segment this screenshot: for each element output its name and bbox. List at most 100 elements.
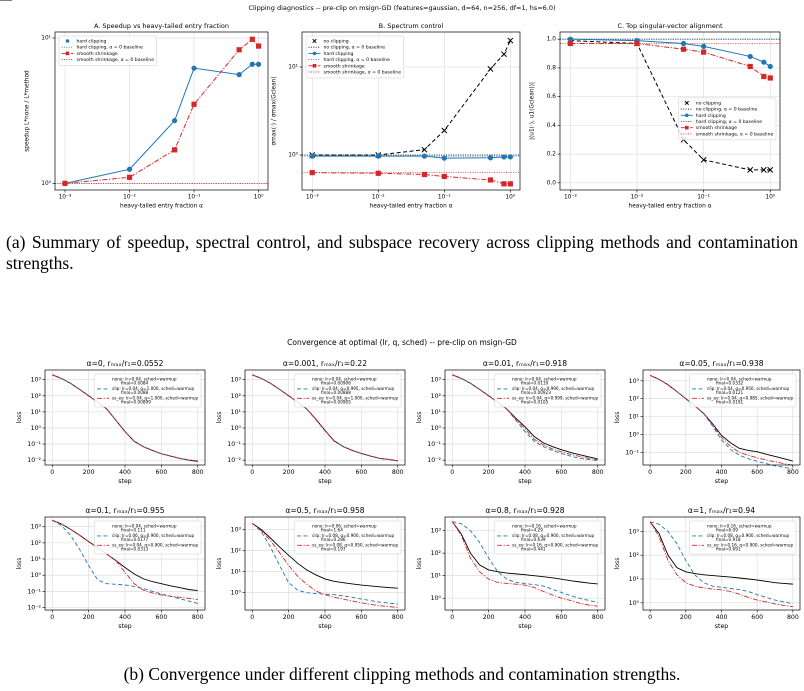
y-axis-label: loss <box>614 412 621 424</box>
x-tick-label: 800 <box>392 614 404 621</box>
marker <box>767 166 774 173</box>
x-tick-label: 0 <box>450 469 454 476</box>
series-line <box>52 519 198 604</box>
legend-note: final=0.918 <box>716 537 741 542</box>
legend-label: clip: lr=0.06, q=0.900, sched=warmup <box>112 533 194 538</box>
series-line <box>312 172 511 185</box>
marker <box>487 155 494 161</box>
legend-label: none: lr=0.16, sched=warmup <box>512 524 577 529</box>
y-tick-label: 10¹ <box>31 409 42 416</box>
plot-frame <box>44 369 206 466</box>
x-tick-label: 0 <box>250 614 254 621</box>
legend-note: final=0.0119 <box>521 381 549 386</box>
legend-label: hard clipping <box>324 51 354 57</box>
x-tick-label: 400 <box>716 614 728 621</box>
legend-box <box>94 520 202 555</box>
x-tick-label: 600 <box>155 469 167 476</box>
x-tick-label: 10⁰ <box>254 194 264 201</box>
legend-note: final=0.691 <box>716 547 741 552</box>
x-tick-label: 400 <box>716 469 728 476</box>
legend: none: lr=0.16, sched=warmupfinal=6.09cli… <box>692 524 794 552</box>
chart-title: C. Top singular-vector alignment <box>617 22 722 30</box>
x-tick-label: 800 <box>592 469 604 476</box>
legend-label: hard clipping, α = 0 baseline <box>696 119 762 125</box>
y-tick-label: 10¹ <box>31 556 42 563</box>
legend-box <box>494 373 602 408</box>
legend-box <box>94 373 202 408</box>
x-tick-label: 800 <box>592 614 604 621</box>
chart-title: α=0.05, rₘₐₓ/r₁=0.938 <box>679 359 763 368</box>
x-tick-label: 800 <box>392 469 404 476</box>
legend-note: final=0.0088 <box>121 390 149 395</box>
x-tick-label: 200 <box>83 614 95 621</box>
series-line <box>452 521 598 604</box>
marker <box>701 43 707 49</box>
plot-frame <box>54 31 269 191</box>
x-tick-label: 400 <box>519 469 531 476</box>
plot-frame <box>444 516 606 611</box>
y-tick-label: 10³ <box>629 528 640 535</box>
x-axis-label: step <box>118 623 131 630</box>
y-tick-label: 10¹ <box>431 409 442 416</box>
y-tick-label: 10³ <box>431 528 442 535</box>
legend-label: ss_ev: lr=0.04, q=1.000, sched=warmup <box>112 395 198 400</box>
legend-note: final=6.09 <box>716 528 738 533</box>
marker <box>487 177 494 183</box>
plot-frame <box>44 516 206 611</box>
y-axis-label: loss <box>16 558 23 570</box>
chart-title: α=0.5, rₘₐₓ/r₁=0.958 <box>285 506 364 515</box>
y-axis-label: speedup L*none / L*method <box>25 70 31 152</box>
chart-title: α=0.001, rₘₐₓ/r₁=0.22 <box>283 359 367 368</box>
series-line <box>452 374 598 462</box>
x-tick-label: 200 <box>680 469 692 476</box>
legend-note: final=0.0177 <box>121 537 149 542</box>
marker <box>309 170 315 176</box>
legend-label: ss_ev: lr=0.04, q=0.985, sched=warmup <box>707 395 793 400</box>
legend-label: none: lr=0.04, sched=warmup <box>312 377 377 382</box>
x-tick-label: 10⁻¹ <box>438 194 451 201</box>
series-line <box>649 521 793 585</box>
legend-note: final=0.639 <box>521 537 546 542</box>
y-axis-label: loss <box>216 558 223 570</box>
legend-label: none: lr=0.04, sched=warmup <box>512 377 577 382</box>
x-axis-label: step <box>318 478 331 485</box>
marker <box>441 173 447 180</box>
y-tick-label: 10³ <box>231 377 242 384</box>
legend-label: smooth shrinkage, α = 0 baseline <box>324 70 402 76</box>
y-tick-label: 10⁰ <box>629 432 640 439</box>
marker <box>236 72 242 78</box>
y-tick-label: 0.8 <box>547 65 557 71</box>
marker <box>680 46 687 52</box>
marker <box>191 65 197 71</box>
y-tick-label: 10² <box>629 552 640 559</box>
y-tick-label: 10⁰ <box>31 572 42 579</box>
legend: none: lr=0.04, sched=warmupfinal=0.111cl… <box>97 524 199 552</box>
legend-note: final=0.0191 <box>716 400 744 405</box>
marker <box>126 166 133 172</box>
legend-label: smooth shrinkage <box>696 125 737 131</box>
series-line <box>452 374 598 461</box>
marker <box>567 40 573 47</box>
y-tick-label: 10⁰ <box>431 425 442 432</box>
y-tick-label: 0.2 <box>547 152 557 158</box>
marker <box>312 64 317 68</box>
x-tick-label: 200 <box>483 469 495 476</box>
legend-note: final=0.00888 <box>321 390 351 395</box>
x-tick-label: 0 <box>50 469 54 476</box>
y-tick-label: 10⁻² <box>227 457 241 464</box>
marker <box>249 61 255 67</box>
legend-note: final=0.00906 <box>321 381 351 386</box>
marker <box>309 153 315 159</box>
y-axis-label: loss <box>416 412 423 424</box>
x-tick-label: 10⁻² <box>123 194 136 201</box>
legend-box <box>678 97 777 141</box>
legend-note: final=0.0332 <box>716 381 744 386</box>
y-tick-label: 10⁻² <box>27 457 41 464</box>
legend-label: ss_ev: lr=0.04, q=0.900, sched=warmup <box>112 542 198 547</box>
y-tick-label: 10⁻² <box>27 604 41 611</box>
marker <box>172 118 178 124</box>
legend-label: clip: lr=0.08, q=0.900, sched=warmup <box>312 533 394 538</box>
